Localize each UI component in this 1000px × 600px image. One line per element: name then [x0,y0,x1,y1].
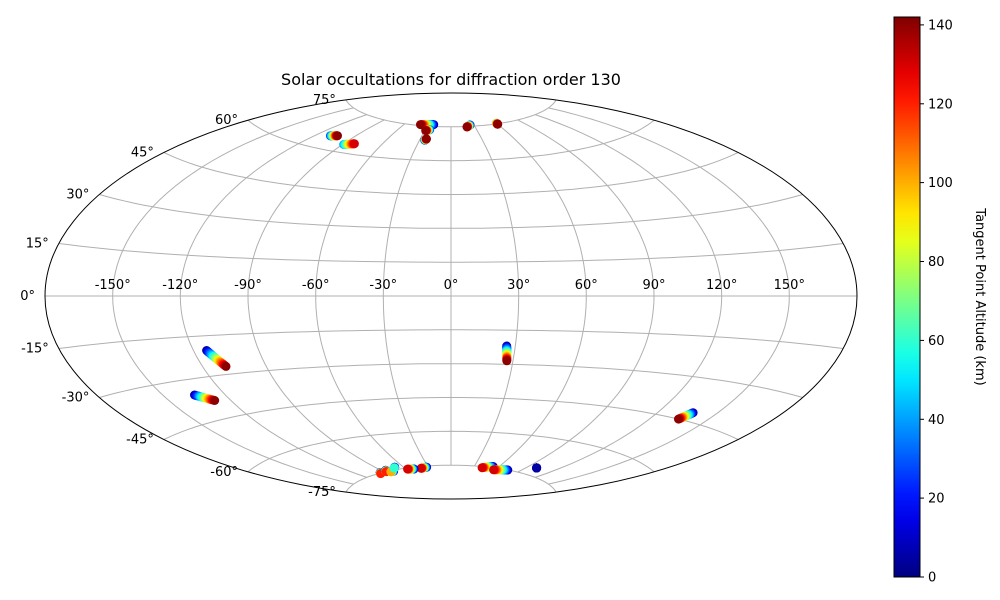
occultation-point [416,120,425,130]
occultation-point [221,361,231,371]
graticule-grid [45,99,857,493]
occultation-point [421,134,431,144]
colorbar-tick-label: 80 [928,255,945,270]
parallel-line [247,119,655,162]
colorbar-tick-label: 100 [928,176,953,191]
parallel-line [345,464,557,493]
parallel-line [247,430,655,473]
lat-tick-label: -15° [21,342,49,357]
occultation-point [532,463,542,473]
occultation-point [421,126,431,136]
lat-tick-label: -60° [210,465,238,480]
colorbar-tick-label: 60 [928,334,945,349]
parallel-line [163,397,739,440]
occultation-point [210,396,220,405]
lon-tick-label: 60° [575,278,598,293]
occultation-point [477,463,487,473]
lat-tick-label: 45° [131,146,154,161]
occultation-point [333,131,342,141]
map-boundary [44,92,858,500]
colorbar-ticks: 0 20 40 60 80 100 120 140 [920,18,953,586]
parallel-line [163,152,739,195]
colorbar-tick-label: 20 [928,492,945,507]
colorbar-tick-label: 40 [928,413,945,428]
lon-tick-label: -90° [234,278,262,293]
lat-tick-label: 60° [215,113,238,128]
occultation-point [389,463,399,473]
occultation-point [349,139,359,149]
parallel-line [99,194,803,229]
colorbar-label: Tangent Point Altitude (km) [972,207,987,385]
occultation-point [416,463,426,473]
lat-tick-label: 30° [66,188,89,203]
occultation-point [462,122,472,132]
parallel-line [99,363,803,398]
occultation-point [493,119,503,129]
lon-tick-label: -30° [369,278,397,293]
chart-title: Solar occultations for diffraction order… [281,70,621,89]
lon-tick-label: -60° [302,278,330,293]
lat-tick-label: -30° [62,391,90,406]
lat-tick-label: 15° [26,237,49,252]
occultation-point [403,464,413,474]
occultation-point [502,356,512,366]
lat-tick-label: 75° [313,93,336,108]
colorbar-tick-label: 140 [928,18,953,33]
occultation-point [674,414,683,424]
lon-tick-label: 120° [706,278,737,293]
parallel-line [58,243,844,263]
colorbar-tick-label: 0 [928,571,936,586]
lat-tick-label: -75° [308,485,336,500]
colorbar [893,16,921,578]
occultation-point [489,465,499,475]
lat-tick-label: 0° [20,289,35,304]
lon-tick-label: -150° [95,278,131,293]
occultation-points [190,118,698,479]
parallel-line [345,99,557,128]
tick-labels: -150° -120° -90° -60° -30° 0° 30° 60° 90° 120° 150… [20,93,805,500]
colorbar-tick-label: 120 [928,97,953,112]
parallel-line [58,329,844,349]
lon-tick-label: 150° [774,278,805,293]
lat-tick-label: -45° [126,433,154,448]
lon-tick-label: -120° [162,278,198,293]
lon-tick-label: 0° [444,278,459,293]
lon-tick-label: 30° [507,278,530,293]
lon-tick-label: 90° [642,278,665,293]
